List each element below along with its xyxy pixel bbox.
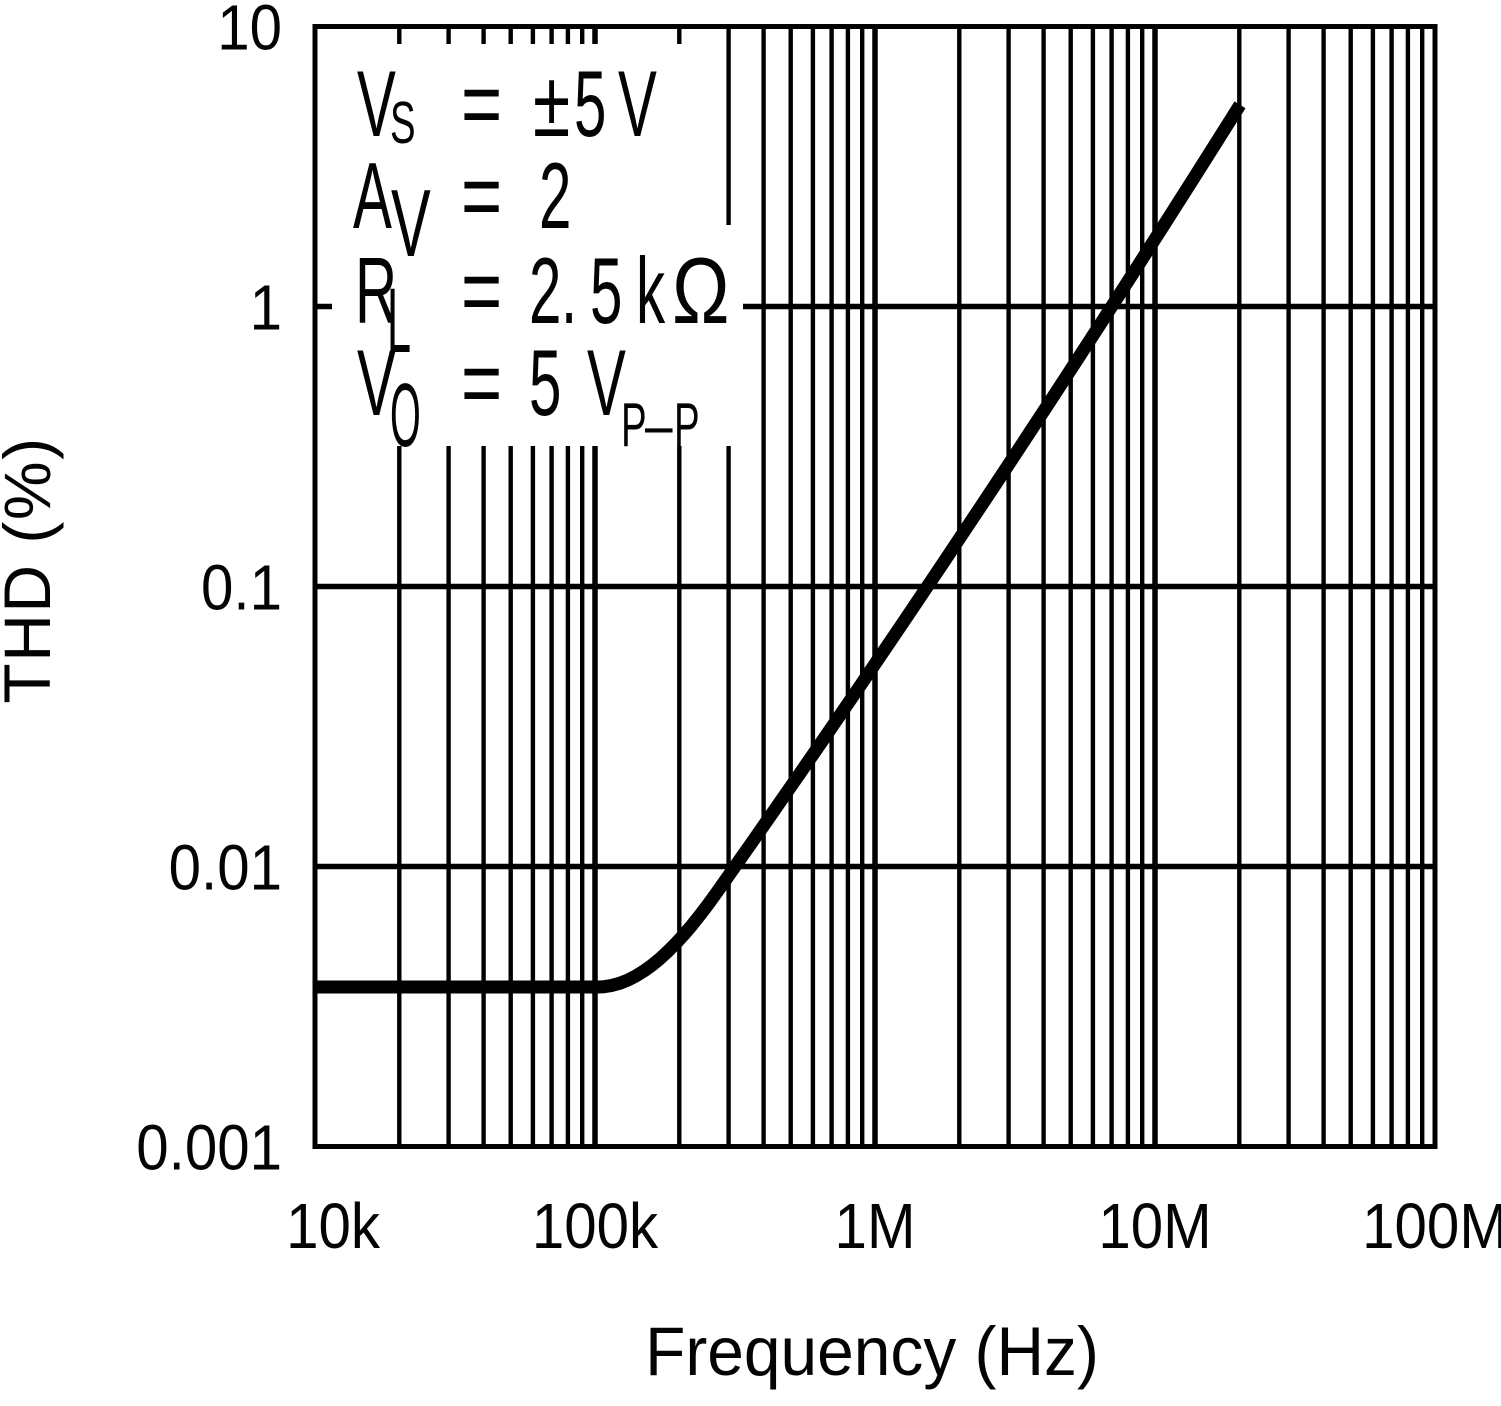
svg-text:O: O	[390, 364, 421, 465]
svg-text:V: V	[618, 51, 657, 157]
svg-text:1M: 1M	[835, 1190, 916, 1261]
svg-text:10M: 10M	[1098, 1190, 1211, 1261]
svg-text:L: L	[387, 270, 411, 372]
svg-text:=: =	[461, 143, 502, 248]
svg-text:0.1: 0.1	[201, 552, 282, 623]
svg-text:0.01: 0.01	[169, 832, 282, 903]
svg-text:=: =	[461, 238, 502, 343]
svg-text:Ω: Ω	[672, 239, 730, 344]
svg-text:k: k	[636, 238, 666, 344]
svg-text:=: =	[461, 51, 502, 156]
svg-text:–: –	[645, 390, 673, 460]
svg-text:THD (%): THD (%)	[0, 436, 64, 703]
svg-text:0.001: 0.001	[136, 1112, 282, 1183]
svg-text:V: V	[391, 169, 431, 276]
svg-text:5: 5	[529, 330, 561, 436]
svg-text:10: 10	[217, 0, 282, 63]
svg-text:S: S	[390, 90, 416, 156]
svg-text:V: V	[357, 51, 396, 157]
svg-text:2: 2	[539, 143, 571, 249]
svg-text:100k: 100k	[532, 1190, 659, 1261]
svg-text:A: A	[353, 143, 392, 249]
svg-text:.: .	[561, 238, 577, 344]
svg-text:100M: 100M	[1362, 1190, 1501, 1261]
svg-text:Frequency (Hz): Frequency (Hz)	[645, 1314, 1099, 1391]
svg-text:R: R	[355, 238, 397, 344]
svg-text:5: 5	[590, 238, 622, 344]
svg-text:=: =	[461, 330, 502, 435]
svg-text:1: 1	[250, 272, 282, 343]
svg-text:2: 2	[529, 238, 561, 344]
svg-text:V: V	[587, 330, 626, 436]
svg-text:10k: 10k	[286, 1190, 380, 1261]
svg-text:P: P	[621, 390, 647, 460]
svg-text:±: ±	[533, 52, 570, 156]
svg-text:P: P	[674, 390, 700, 460]
svg-text:5: 5	[574, 51, 606, 157]
svg-text:V: V	[357, 330, 396, 436]
